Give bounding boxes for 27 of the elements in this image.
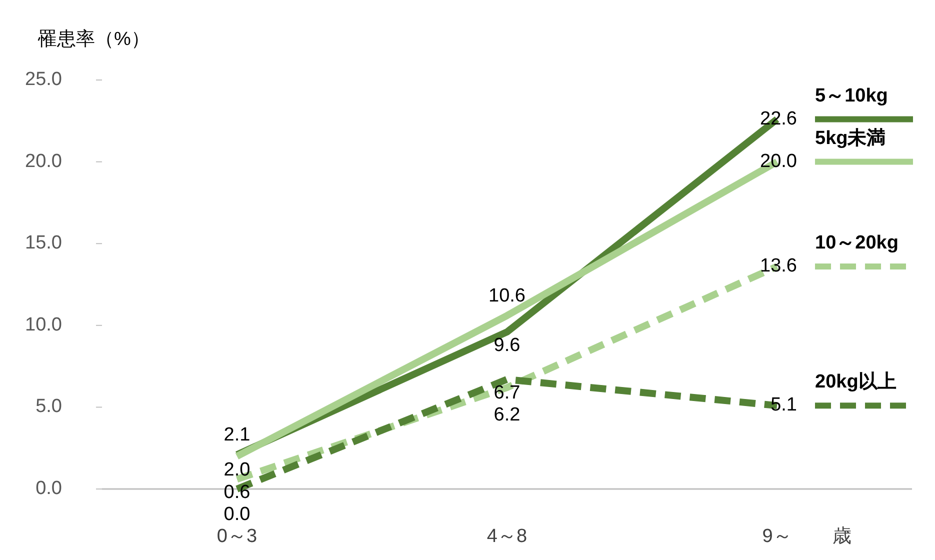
y-tick-label: 15.0: [25, 232, 62, 254]
data-label: 9.6: [494, 334, 520, 356]
y-tick-label: 0.0: [36, 478, 62, 500]
data-label: 13.6: [760, 256, 797, 277]
data-label: 0.6: [224, 482, 250, 504]
text: 20kg以上: [815, 370, 896, 393]
data-label: 22.6: [760, 108, 797, 130]
x-tick-label: 9～: [762, 526, 792, 548]
data-label: 5.1: [770, 394, 797, 416]
x-tick-label: 4～8: [486, 526, 528, 548]
y-axis-title: 罹患率（%）: [37, 28, 150, 50]
y-tick-label: 10.0: [25, 314, 62, 336]
data-label: 2.0: [224, 459, 250, 480]
text: 5kg未満: [815, 126, 886, 149]
data-label: 6.7: [494, 382, 520, 404]
x-tick-label: 0～3: [216, 526, 258, 548]
text: 10～20kg: [815, 232, 898, 254]
x-axis-title: 歳: [832, 526, 852, 548]
y-tick-label: 5.0: [36, 396, 62, 418]
data-label: 6.2: [494, 404, 520, 426]
y-tick-label: 25.0: [25, 69, 62, 90]
y-tick-label: 20.0: [25, 150, 62, 172]
data-label: 0.0: [224, 504, 250, 526]
data-label: 10.6: [488, 286, 526, 307]
data-label: 2.1: [224, 424, 250, 446]
text: 5～10kg: [815, 85, 888, 106]
data-label: 20.0: [760, 150, 797, 172]
